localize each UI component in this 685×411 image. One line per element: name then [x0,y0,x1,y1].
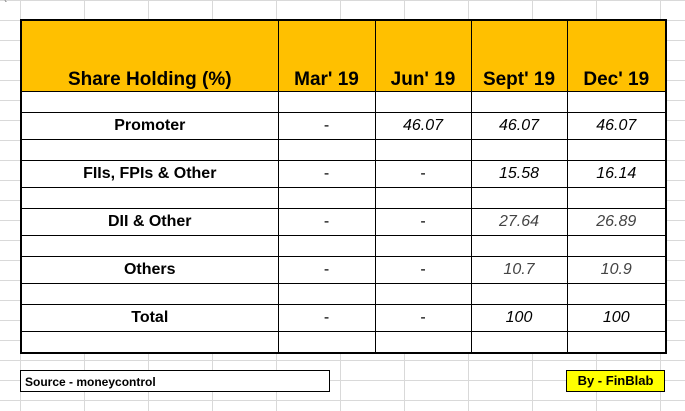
cell[interactable] [470,235,568,257]
cell-value[interactable]: - [374,208,472,236]
spacer-row [20,91,667,113]
header-dec-19[interactable]: Dec' 19 [566,19,667,92]
cell-value[interactable]: 46.07 [470,112,568,140]
cell[interactable] [566,283,667,305]
cell[interactable] [277,187,376,209]
header-share-holding[interactable]: Share Holding (%) [20,19,279,92]
cell-value[interactable]: - [374,160,472,188]
cell-value[interactable]: 100 [566,304,667,332]
row-label[interactable]: DII & Other [20,208,279,236]
cell[interactable] [20,235,279,257]
cell-value[interactable]: - [277,112,376,140]
cell-value[interactable]: - [277,256,376,284]
cell[interactable] [470,139,568,161]
row-label[interactable]: Promoter [20,112,279,140]
cell-value[interactable]: 10.7 [470,256,568,284]
cell-value[interactable]: 16.14 [566,160,667,188]
cell[interactable] [566,139,667,161]
cell[interactable] [277,283,376,305]
cell[interactable] [566,91,667,113]
spacer-row [20,187,667,209]
cell[interactable] [374,139,472,161]
cell[interactable] [277,331,376,354]
cell-value[interactable]: 26.89 [566,208,667,236]
cell-value[interactable]: - [277,160,376,188]
cell-value[interactable]: 46.07 [566,112,667,140]
cell-value[interactable]: 15.58 [470,160,568,188]
cell-value[interactable]: - [277,208,376,236]
table-row-fiis: FIIs, FPIs & Other - - 15.58 16.14 [20,160,667,188]
table-row-total: Total - - 100 100 [20,304,667,332]
cell[interactable] [470,331,568,354]
row-label[interactable]: Others [20,256,279,284]
source-note[interactable]: Source - moneycontrol [20,370,330,392]
cell[interactable] [20,331,279,354]
table-row-promoter: Promoter - 46.07 46.07 46.07 [20,112,667,140]
spacer-row [20,235,667,257]
cell-value[interactable]: - [374,256,472,284]
cell[interactable] [470,187,568,209]
cell[interactable] [566,235,667,257]
share-holding-table: Share Holding (%) Mar' 19 Jun' 19 Sept' … [20,19,667,354]
cell[interactable] [374,331,472,354]
cell[interactable] [277,91,376,113]
cell[interactable] [566,187,667,209]
cell[interactable] [566,331,667,354]
table-row-dii: DII & Other - - 27.64 26.89 [20,208,667,236]
cell[interactable] [374,91,472,113]
header-sept-19[interactable]: Sept' 19 [470,19,568,92]
cell[interactable] [20,187,279,209]
table-row-others: Others - - 10.7 10.9 [20,256,667,284]
row-label[interactable]: Total [20,304,279,332]
cell-value[interactable]: 27.64 [470,208,568,236]
cell[interactable] [374,235,472,257]
cell[interactable] [277,139,376,161]
spacer-row [20,139,667,161]
spacer-row [20,283,667,305]
cell-value[interactable]: 100 [470,304,568,332]
cell-value[interactable]: 46.07 [374,112,472,140]
cell-value[interactable]: 10.9 [566,256,667,284]
spacer-row [20,331,667,354]
corner-mark: ` [4,0,8,11]
cell[interactable] [277,235,376,257]
header-mar-19[interactable]: Mar' 19 [277,19,376,92]
cell-value[interactable]: - [374,304,472,332]
row-label[interactable]: FIIs, FPIs & Other [20,160,279,188]
cell[interactable] [470,91,568,113]
byline-badge[interactable]: By - FinBlab [566,370,665,392]
header-row: Share Holding (%) Mar' 19 Jun' 19 Sept' … [20,19,667,92]
header-jun-19[interactable]: Jun' 19 [374,19,472,92]
cell[interactable] [374,283,472,305]
cell[interactable] [20,283,279,305]
cell[interactable] [374,187,472,209]
cell[interactable] [470,283,568,305]
cell[interactable] [20,91,279,113]
cell-value[interactable]: - [277,304,376,332]
cell[interactable] [20,139,279,161]
